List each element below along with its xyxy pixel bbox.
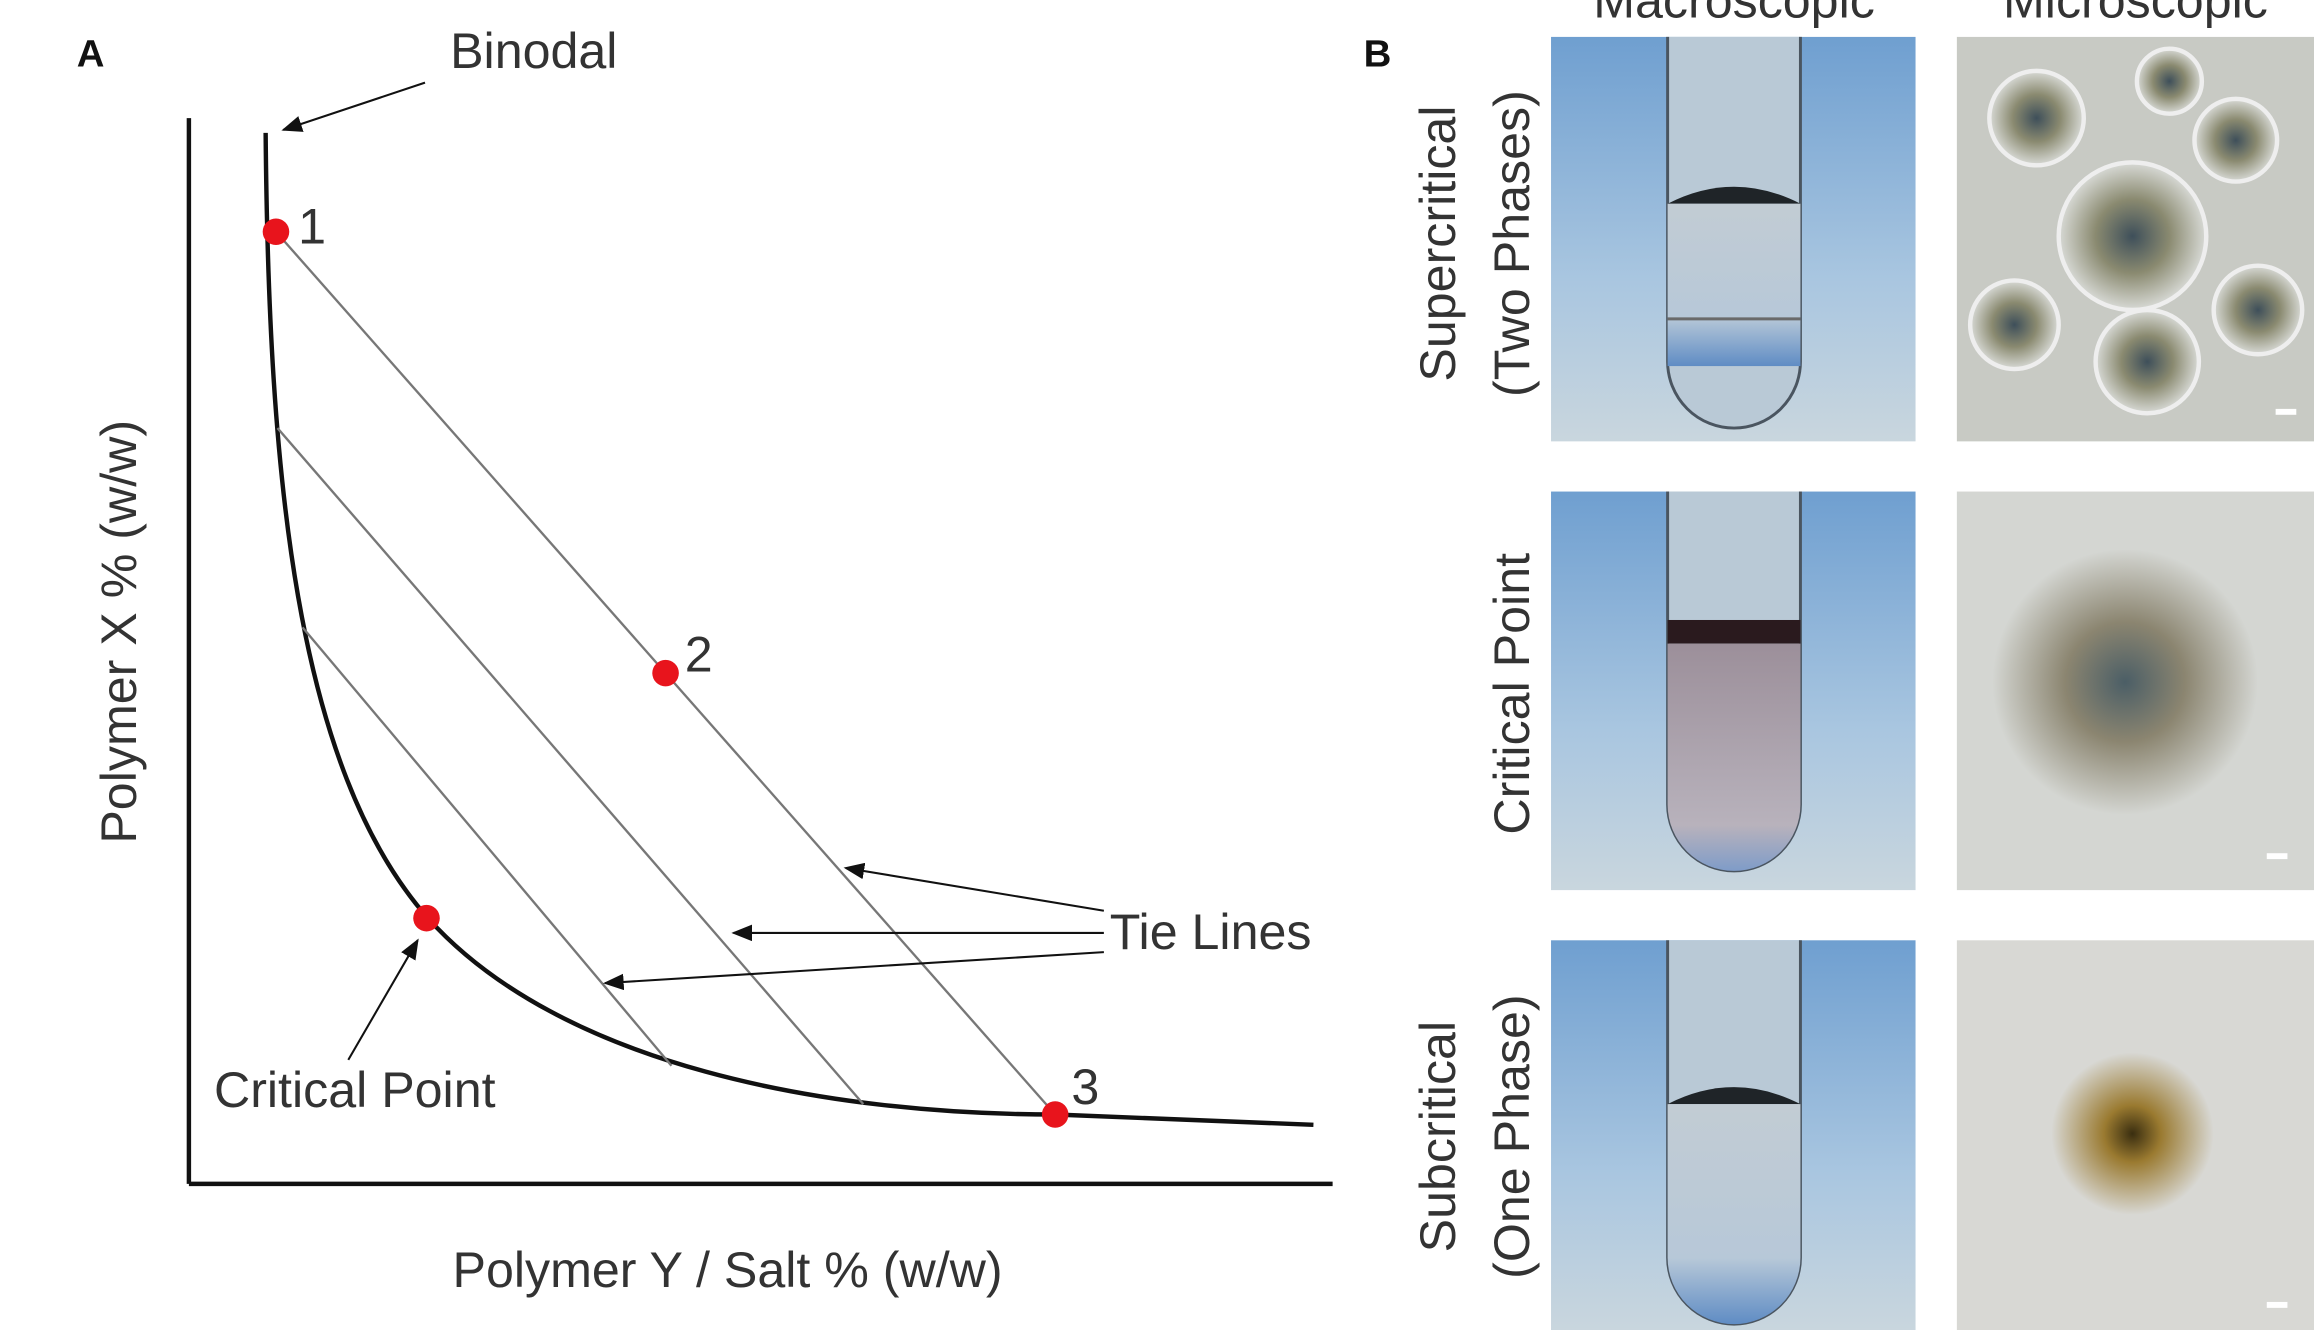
binodal-curve [266, 133, 1314, 1125]
point-label: 2 [685, 627, 713, 683]
row-label: Critical Point [1484, 553, 1540, 835]
panel-label: B [1364, 32, 1392, 75]
point [652, 660, 679, 687]
critical-point [413, 905, 440, 932]
column-header: Macroscopic [1593, 0, 1875, 29]
row-label: (Two Phases) [1484, 90, 1540, 397]
row-label: Subcritical [1410, 1021, 1466, 1252]
x-axis-label: Polymer Y / Salt % (w/w) [452, 1242, 1002, 1298]
point [263, 218, 290, 245]
critical-point-label: Critical Point [214, 1062, 496, 1118]
micro-photo [1957, 492, 2314, 891]
row-label: Supercritical [1410, 106, 1466, 382]
tie-lines-label: Tie Lines [1110, 904, 1312, 960]
y-axis-label: Polymer X % (w/w) [91, 420, 147, 844]
point-label: 3 [1071, 1059, 1099, 1115]
binodal-label: Binodal [450, 23, 617, 79]
point [1042, 1101, 1069, 1128]
arrow [283, 83, 425, 130]
micro-photo [1957, 940, 2314, 1330]
macro-photo [1551, 940, 1916, 1330]
macro-photo [1551, 37, 1916, 441]
macro-photo [1551, 492, 1916, 891]
panel-label: A [77, 32, 105, 75]
row-label: (One Phase) [1484, 994, 1540, 1278]
arrow [846, 868, 1104, 911]
column-header: Microscopic [2003, 0, 2268, 29]
body: A 1 2 3 Binodal Tie Lines Critical Point… [0, 0, 2314, 1330]
figure: A 1 2 3 Binodal Tie Lines Critical Point… [0, 0, 2314, 1330]
tie-line [303, 627, 672, 1065]
point-label: 1 [298, 199, 326, 255]
arrow [605, 952, 1104, 983]
arrow [348, 940, 417, 1060]
tie-line [277, 428, 863, 1104]
micro-photo [1957, 37, 2314, 441]
page: {"panel_a": {"label": "A", "binodal": "B… [0, 0, 2314, 1330]
